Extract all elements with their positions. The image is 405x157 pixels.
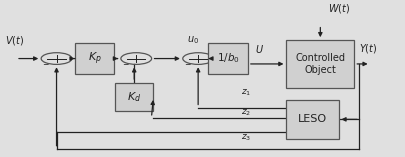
Text: $z_2$: $z_2$	[240, 108, 250, 118]
Text: $Y(t)$: $Y(t)$	[358, 42, 376, 55]
FancyBboxPatch shape	[285, 100, 338, 139]
Text: $U$: $U$	[254, 43, 263, 54]
Text: $1/b_0$: $1/b_0$	[216, 52, 239, 65]
Text: $W(t)$: $W(t)$	[327, 2, 349, 15]
FancyBboxPatch shape	[115, 83, 153, 111]
FancyBboxPatch shape	[75, 43, 114, 74]
Text: $u_0$: $u_0$	[186, 34, 198, 46]
Text: LESO: LESO	[297, 114, 326, 124]
Text: $-$: $-$	[183, 58, 191, 67]
Text: $V(t)$: $V(t)$	[5, 34, 24, 47]
Text: $K_d$: $K_d$	[127, 90, 141, 104]
Text: $-$: $-$	[42, 58, 49, 67]
Text: Controlled
Object: Controlled Object	[294, 53, 345, 75]
Text: $z_3$: $z_3$	[240, 133, 250, 143]
FancyBboxPatch shape	[286, 40, 354, 88]
Text: $-$: $-$	[122, 58, 129, 67]
Text: $z_1$: $z_1$	[240, 87, 250, 98]
Text: $K_p$: $K_p$	[87, 50, 101, 67]
FancyBboxPatch shape	[208, 43, 247, 74]
